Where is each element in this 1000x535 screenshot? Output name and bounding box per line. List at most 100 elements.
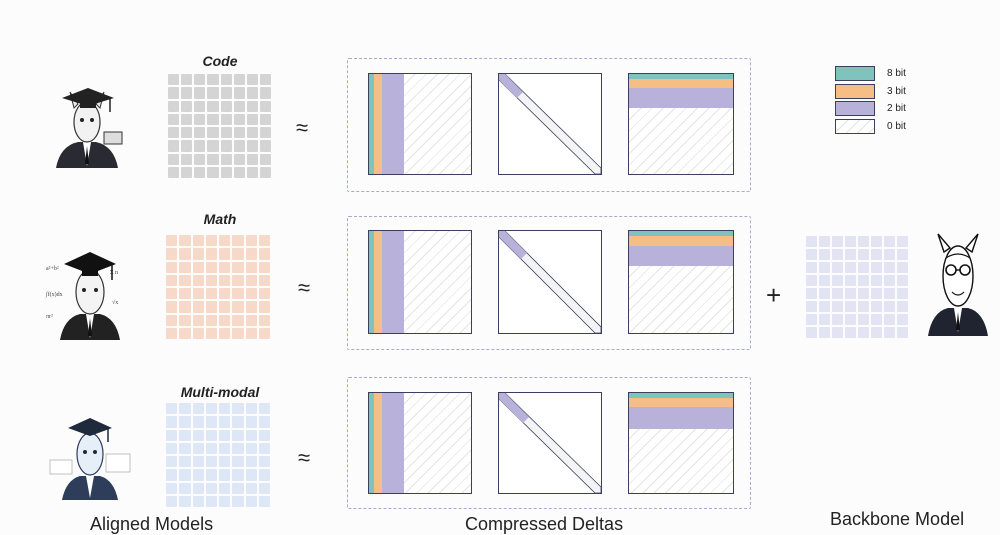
svg-text:∫f(x)dx: ∫f(x)dx [45, 291, 63, 298]
grid-cell [220, 74, 232, 86]
grid-cell [845, 288, 856, 299]
grid-cell [192, 456, 204, 468]
grid-cell [845, 314, 856, 325]
grid-cell [233, 166, 245, 178]
llama-graduate-laptop-icon [56, 88, 123, 168]
grid-cell [194, 127, 206, 139]
grid-cell [259, 140, 271, 152]
grid-cell [258, 314, 270, 326]
grid-cell [246, 87, 258, 99]
grid-cell [166, 248, 178, 260]
grid-cell [166, 469, 178, 481]
grid-cell [233, 100, 245, 112]
grid-cell [207, 87, 219, 99]
grid-cell [179, 235, 191, 247]
grid-cell [192, 261, 204, 273]
grid-cell [179, 429, 191, 441]
grid-cell [246, 140, 258, 152]
grid-cell [194, 74, 206, 86]
backbone-grid [806, 236, 908, 338]
grid-cell [232, 403, 244, 415]
grid-cell [245, 442, 257, 454]
grid-cell [806, 275, 817, 286]
grid-cell [832, 275, 843, 286]
delta-matrix-diagonal-code [498, 73, 602, 175]
grid-cell [219, 274, 231, 286]
approx-symbol-code: ≈ [295, 115, 309, 140]
bit3-column [374, 393, 382, 493]
grid-cell [897, 314, 908, 325]
grid-cell [219, 301, 231, 313]
llama-graduate-speech-icon [49, 418, 131, 500]
grid-cell [858, 327, 869, 338]
grid-label-multimodal: Multi-modal [180, 384, 260, 400]
bit3-row [629, 79, 733, 88]
grid-cell [166, 327, 178, 339]
grid-cell [181, 100, 193, 112]
grid-cell [233, 140, 245, 152]
grid-cell [246, 100, 258, 112]
grid-cell [192, 327, 204, 339]
grid-cell [179, 416, 191, 428]
grid-cell [181, 113, 193, 125]
grid-cell [205, 456, 217, 468]
grid-cell [806, 288, 817, 299]
grid-cell [168, 127, 180, 139]
grid-cell [219, 429, 231, 441]
aligned-grid-code [168, 74, 271, 178]
bit3-column [374, 74, 382, 174]
grid-cell [259, 87, 271, 99]
grid-cell [205, 248, 217, 260]
bit8-column [369, 393, 374, 493]
bit8-column [369, 74, 374, 174]
grid-cell [871, 314, 882, 325]
grid-cell [258, 456, 270, 468]
grid-cell [205, 429, 217, 441]
grid-cell [219, 442, 231, 454]
bit3-row [629, 236, 733, 246]
grid-cell [232, 248, 244, 260]
grid-cell [192, 301, 204, 313]
grid-cell [245, 456, 257, 468]
grid-cell [168, 153, 180, 165]
grid-cell [207, 127, 219, 139]
llama-glasses-icon [928, 233, 988, 336]
grid-cell [858, 262, 869, 273]
legend-swatch-8bit [835, 66, 875, 81]
grid-cell [219, 495, 231, 507]
grid-cell [192, 274, 204, 286]
svg-text:a²+b²: a²+b² [46, 266, 59, 272]
grid-cell [179, 314, 191, 326]
grid-cell [897, 262, 908, 273]
grid-cell [819, 262, 830, 273]
grid-cell [232, 416, 244, 428]
grid-cell [219, 403, 231, 415]
grid-cell [207, 113, 219, 125]
grid-cell [806, 262, 817, 273]
grid-cell [232, 456, 244, 468]
backbone-model-label: Backbone Model [830, 509, 965, 529]
grid-cell [181, 74, 193, 86]
grid-cell [192, 482, 204, 494]
legend-swatch-3bit [835, 84, 875, 99]
grid-cell [233, 113, 245, 125]
grid-cell [245, 301, 257, 313]
grid-cell [871, 262, 882, 273]
grid-cell [233, 127, 245, 139]
grid-cell [845, 236, 856, 247]
grid-cell [166, 442, 178, 454]
grid-cell [179, 327, 191, 339]
grid-cell [179, 248, 191, 260]
grid-cell [897, 288, 908, 299]
grid-cell [258, 327, 270, 339]
grid-cell [168, 113, 180, 125]
grid-cell [806, 236, 817, 247]
grid-cell [207, 140, 219, 152]
grid-cell [897, 275, 908, 286]
grid-cell [219, 482, 231, 494]
grid-cell [194, 166, 206, 178]
grid-cell [258, 429, 270, 441]
delta-matrix-diagonal-multimodal [498, 392, 602, 494]
grid-cell [179, 301, 191, 313]
grid-cell [884, 288, 895, 299]
